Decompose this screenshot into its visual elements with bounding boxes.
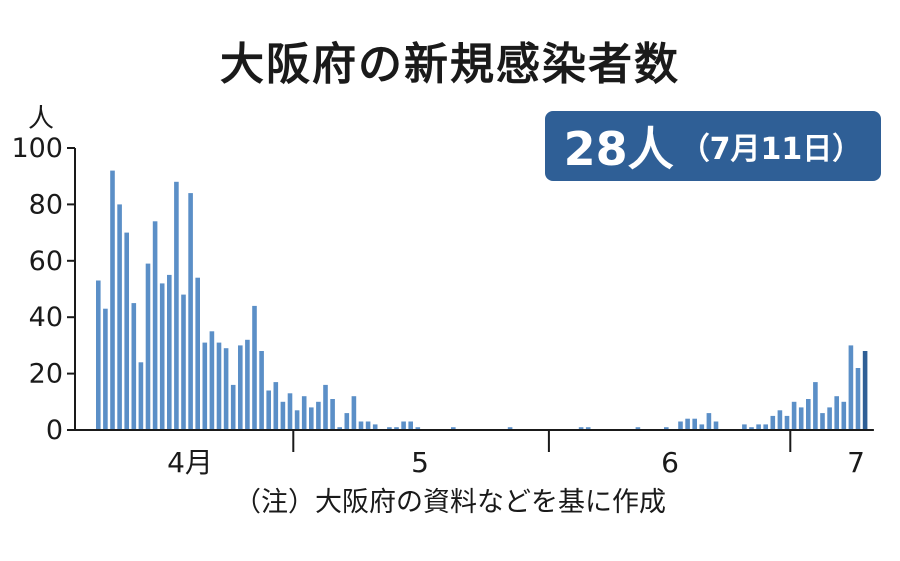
bar <box>280 401 286 430</box>
bar <box>323 384 328 430</box>
bar <box>159 283 165 430</box>
bar <box>309 407 314 430</box>
bar <box>685 418 690 430</box>
bar <box>216 342 222 430</box>
bar <box>763 424 768 430</box>
bar <box>145 263 151 430</box>
bar <box>706 413 712 430</box>
bar <box>749 427 754 430</box>
bar <box>507 427 513 430</box>
bar <box>259 351 264 430</box>
bar <box>820 413 825 430</box>
latest-count-badge: 28人 （7月11日） <box>545 111 881 181</box>
y-tick-label: 80 <box>29 189 63 220</box>
latest-count-value: 28人 <box>563 122 674 176</box>
bar <box>813 382 818 430</box>
bar <box>174 181 179 430</box>
bar <box>415 427 421 430</box>
x-tick-label: 6 <box>661 446 679 479</box>
bar <box>131 303 137 430</box>
bar <box>777 410 783 430</box>
y-axis-unit: 人 <box>28 104 55 134</box>
bar <box>330 399 335 430</box>
bar-series <box>96 170 868 430</box>
bar <box>692 418 697 430</box>
bar <box>791 401 797 430</box>
bar <box>770 415 776 430</box>
bar <box>358 421 364 430</box>
bar <box>365 421 371 430</box>
x-tick-label: 4月 <box>167 446 213 479</box>
bar <box>855 368 861 430</box>
bar <box>664 427 669 430</box>
bar <box>678 421 683 430</box>
bar <box>202 342 208 430</box>
bar <box>245 339 250 430</box>
bar <box>387 427 392 430</box>
bar <box>798 407 804 430</box>
source-note: （注）大阪府の資料などを基に作成 <box>234 487 666 518</box>
bar <box>451 427 456 430</box>
bar <box>578 427 584 430</box>
bar <box>138 362 144 430</box>
x-tick-label: 7 <box>847 446 865 479</box>
bar <box>167 274 172 430</box>
bar <box>287 393 293 430</box>
bar <box>756 424 761 430</box>
bar <box>585 427 591 430</box>
bar <box>209 331 215 430</box>
bar <box>401 421 406 430</box>
bar <box>351 396 357 430</box>
y-tick-label: 100 <box>11 133 63 164</box>
bar <box>96 280 101 430</box>
bar <box>124 232 129 430</box>
bar <box>834 396 839 430</box>
y-tick-label: 60 <box>29 246 63 277</box>
bar <box>103 308 108 430</box>
bar <box>806 399 811 430</box>
bar <box>188 193 193 430</box>
bar <box>316 401 321 430</box>
bar <box>862 351 868 430</box>
bar <box>344 413 350 430</box>
y-tick-label: 20 <box>29 359 63 390</box>
bar <box>238 345 243 430</box>
chart-title: 大阪府の新規感染者数 <box>220 39 680 90</box>
bar <box>195 277 200 430</box>
bar <box>742 424 747 430</box>
bar <box>117 204 122 430</box>
x-axis: 4月 5 6 7 <box>75 429 874 479</box>
bar <box>294 410 300 430</box>
y-axis: 0 20 40 60 80 100 <box>11 133 76 446</box>
bar <box>337 427 342 430</box>
bar <box>635 427 641 430</box>
bar <box>784 415 790 430</box>
bar <box>408 421 413 430</box>
y-tick-label: 40 <box>29 302 63 333</box>
bar <box>223 348 229 430</box>
bar-chart: 0 20 40 60 80 100 4月 5 6 7 <box>11 133 874 479</box>
bar <box>699 424 705 430</box>
y-tick-label: 0 <box>46 415 63 446</box>
x-tick-label: 5 <box>411 446 429 479</box>
bar <box>841 401 847 430</box>
bar <box>848 345 854 430</box>
bar <box>827 407 832 430</box>
bar <box>266 390 271 430</box>
bar <box>110 170 115 430</box>
bar <box>273 382 279 430</box>
bar <box>713 421 719 430</box>
latest-count-date: （7月11日） <box>679 132 863 167</box>
bar <box>252 305 257 430</box>
bar <box>152 221 158 430</box>
bar <box>372 424 378 430</box>
bar <box>230 384 236 430</box>
bar <box>181 294 186 430</box>
bar <box>394 427 399 430</box>
bar <box>301 396 307 430</box>
